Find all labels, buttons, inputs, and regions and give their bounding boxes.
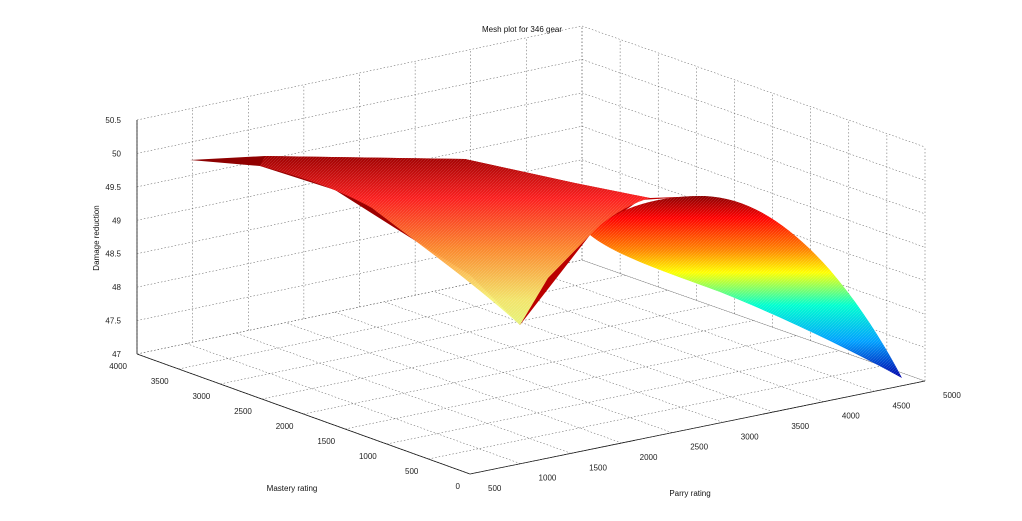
grid-line: [581, 259, 926, 382]
y-tick-label: 3000: [192, 392, 210, 401]
x-tick-label: 500: [488, 484, 502, 493]
grid-line: [581, 59, 926, 181]
y-tick-label: 2500: [234, 407, 252, 416]
grid-line: [532, 270, 875, 392]
z-tick-labels: 47 47.5 48 48.5 49 49.5 50 50.5: [105, 116, 121, 359]
grid-line: [136, 126, 583, 221]
x-tick-labels: 500 1000 1500 2000 2500 3000 3500 4000 4500 5000: [488, 391, 961, 493]
y-tick-label: 4000: [109, 362, 127, 371]
x-tick-label: 3500: [791, 422, 809, 431]
x-tick-label: 3000: [741, 432, 759, 441]
grid-line: [345, 335, 797, 430]
x-tick-label: 1000: [539, 474, 557, 483]
y-tick-label: 3500: [151, 377, 169, 386]
y-tick-label: 500: [405, 467, 419, 476]
z-tick-label: 50: [112, 149, 121, 158]
y-tick-label: 1000: [359, 452, 377, 461]
grid-line: [581, 159, 926, 281]
grid-line: [469, 380, 926, 475]
y-tick-label: 2000: [276, 422, 294, 431]
x-tick-label: 2000: [640, 453, 658, 462]
grid-line: [136, 59, 583, 154]
grid-line: [136, 92, 583, 188]
z-tick-label: 48: [112, 283, 121, 292]
grid-line: [334, 311, 673, 433]
z-tick-label: 47.5: [105, 317, 121, 326]
grid-line: [220, 290, 668, 385]
chart-title: Mesh plot for 346 gear: [482, 25, 562, 34]
y-axis-label: Mastery rating: [267, 484, 318, 493]
grid-line: [581, 259, 926, 382]
grid-line: [303, 320, 754, 415]
grid-line: [261, 305, 711, 400]
z-tick-label: 50.5: [105, 116, 121, 125]
x-tick-label: 4000: [842, 412, 860, 421]
y-tick-label: 0: [456, 482, 461, 491]
grid-line: [581, 25, 926, 148]
grid-line: [386, 350, 840, 445]
z-tick-label: 49.5: [105, 183, 121, 192]
grid-line: [433, 291, 774, 413]
y-tick-label: 1500: [317, 437, 335, 446]
grid-line: [178, 274, 625, 370]
grid-line: [285, 322, 622, 444]
x-axis-label: Parry rating: [669, 489, 710, 498]
x-tick-label: 2500: [690, 443, 708, 452]
grid-line: [581, 92, 926, 215]
mesh-surface: [190, 156, 902, 378]
grid-line: [581, 126, 926, 248]
z-tick-label: 47: [112, 350, 121, 359]
z-axis-label: Damage reduction: [92, 205, 101, 270]
grid-line: [428, 365, 883, 460]
grid-line: [186, 343, 521, 464]
z-tick-label: 48.5: [105, 250, 121, 259]
x-tick-label: 4500: [892, 401, 910, 410]
grid-line: [136, 353, 471, 475]
grid-line: [483, 280, 824, 402]
x-tick-label: 1500: [589, 463, 607, 472]
grid-line: [136, 25, 583, 121]
z-tick-label: 49: [112, 216, 121, 225]
y-tick-labels: 0 500 1000 1500 2000 2500 3000 3500 4000: [109, 362, 460, 491]
x-tick-label: 5000: [943, 391, 961, 400]
grid-line: [384, 301, 723, 423]
